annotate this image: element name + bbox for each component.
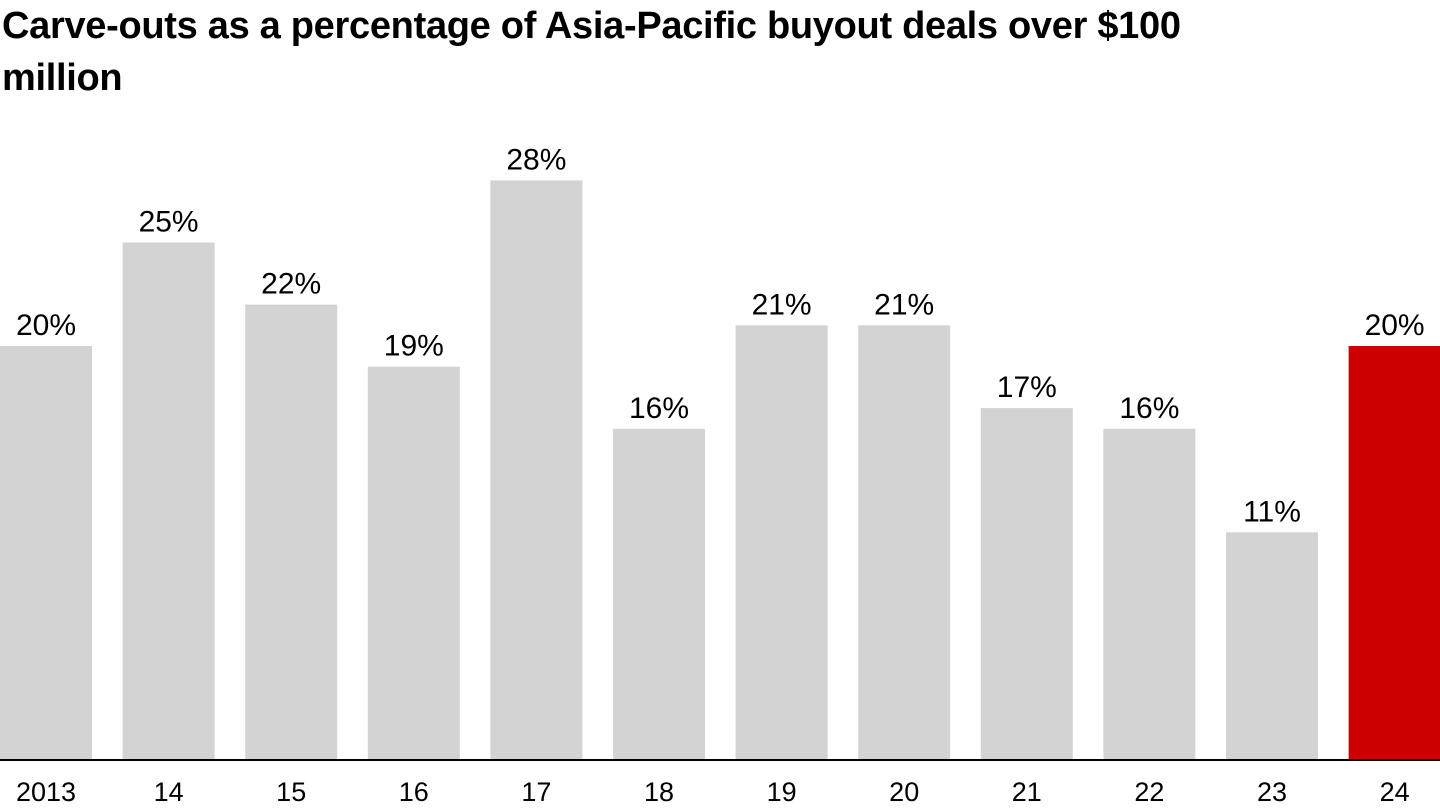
chart-title: Carve-outs as a percentage of Asia-Pacif… xyxy=(2,5,1181,99)
bar-18 xyxy=(613,428,705,760)
bars-group xyxy=(0,180,1440,760)
x-tick-label-22: 22 xyxy=(1134,777,1164,807)
bar-2013 xyxy=(0,346,92,760)
x-tick-label-24: 24 xyxy=(1380,777,1410,807)
bar-19 xyxy=(735,325,828,760)
value-labels-group: 20% 25% 22% 19% 28% 16% 21% 21% 17% 16% 11% 20% xyxy=(16,143,1425,528)
value-label-23: 11% xyxy=(1243,495,1301,528)
x-tick-label-16: 16 xyxy=(399,777,429,807)
value-label-17: 28% xyxy=(506,143,566,176)
value-label-21: 17% xyxy=(997,371,1057,404)
value-label-22: 16% xyxy=(1119,392,1179,425)
value-label-2013: 20% xyxy=(16,309,76,342)
bar-15 xyxy=(245,304,338,760)
value-label-15: 22% xyxy=(261,268,321,301)
bar-24 xyxy=(1348,346,1440,760)
bar-17 xyxy=(490,180,583,760)
value-label-16: 19% xyxy=(384,330,444,363)
x-tick-label-20: 20 xyxy=(889,777,919,807)
x-tick-label-14: 14 xyxy=(154,777,184,807)
value-label-19: 21% xyxy=(752,288,812,321)
bar-20 xyxy=(858,325,951,760)
value-label-24: 20% xyxy=(1365,309,1425,342)
bar-22 xyxy=(1103,428,1196,760)
bar-14 xyxy=(122,242,215,760)
x-tick-label-18: 18 xyxy=(644,777,674,807)
x-tick-label-2013: 2013 xyxy=(16,777,76,807)
value-label-20: 21% xyxy=(874,288,934,321)
x-tick-label-23: 23 xyxy=(1257,777,1287,807)
x-tick-label-19: 19 xyxy=(767,777,797,807)
bar-23 xyxy=(1226,532,1318,760)
bar-16 xyxy=(367,366,460,760)
value-label-14: 25% xyxy=(139,206,199,239)
value-label-18: 16% xyxy=(629,392,689,425)
x-tick-label-17: 17 xyxy=(521,777,551,807)
x-tick-label-15: 15 xyxy=(276,777,306,807)
bar-21 xyxy=(980,408,1073,760)
x-tick-labels-group: 2013 14 15 16 17 18 19 20 21 22 23 24 xyxy=(16,777,1410,807)
x-tick-label-21: 21 xyxy=(1012,777,1042,807)
